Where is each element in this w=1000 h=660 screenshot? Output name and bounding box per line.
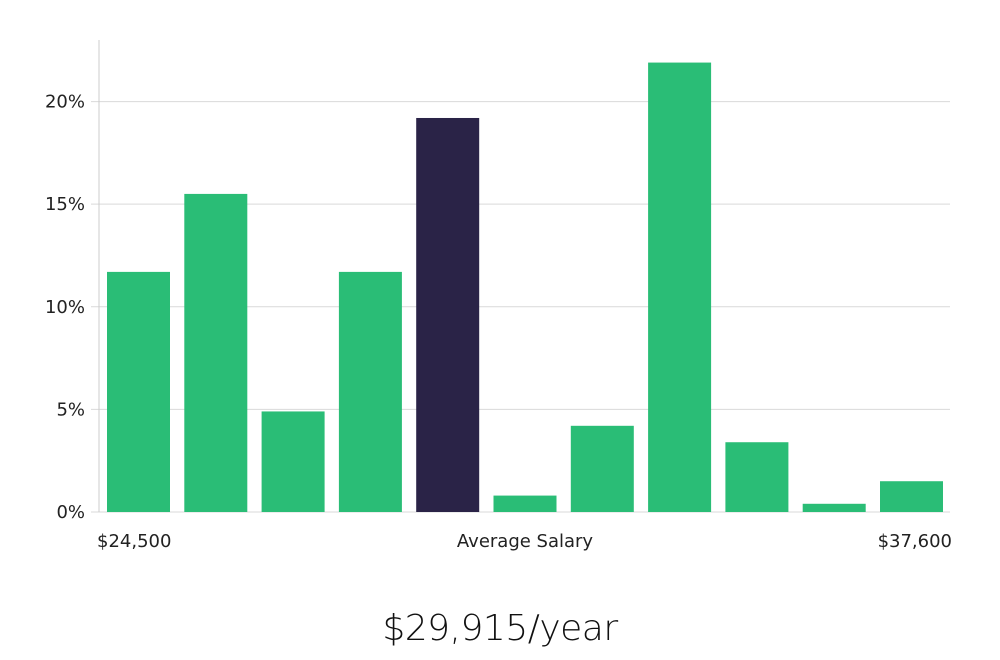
x-label-center: Average Salary — [457, 531, 594, 552]
bar-average-salary — [416, 117, 480, 512]
y-tick-labels: 0% 5% 10% 15% 20% — [45, 92, 85, 523]
bar — [725, 442, 789, 512]
bar — [880, 481, 943, 512]
y-tick-label: 20% — [45, 92, 85, 113]
bar — [802, 503, 866, 512]
bar — [107, 271, 170, 512]
chart-canvas: 0% 5% 10% 15% 20% $24,500 Average Salary $37… — [45, 40, 952, 552]
y-tick-label: 0% — [56, 502, 85, 523]
y-tick-label: 15% — [45, 194, 85, 215]
bar — [648, 62, 712, 512]
y-tick-label: 10% — [45, 297, 85, 318]
bar — [570, 425, 634, 512]
bar — [338, 271, 402, 512]
bars — [107, 62, 943, 513]
y-tick-label: 5% — [56, 399, 85, 420]
x-label-min: $24,500 — [97, 531, 171, 552]
bar — [261, 411, 325, 512]
x-label-max: $37,600 — [878, 531, 952, 552]
average-salary-value: $29,915/year — [382, 608, 618, 649]
bar — [493, 495, 557, 512]
bar — [184, 193, 248, 513]
